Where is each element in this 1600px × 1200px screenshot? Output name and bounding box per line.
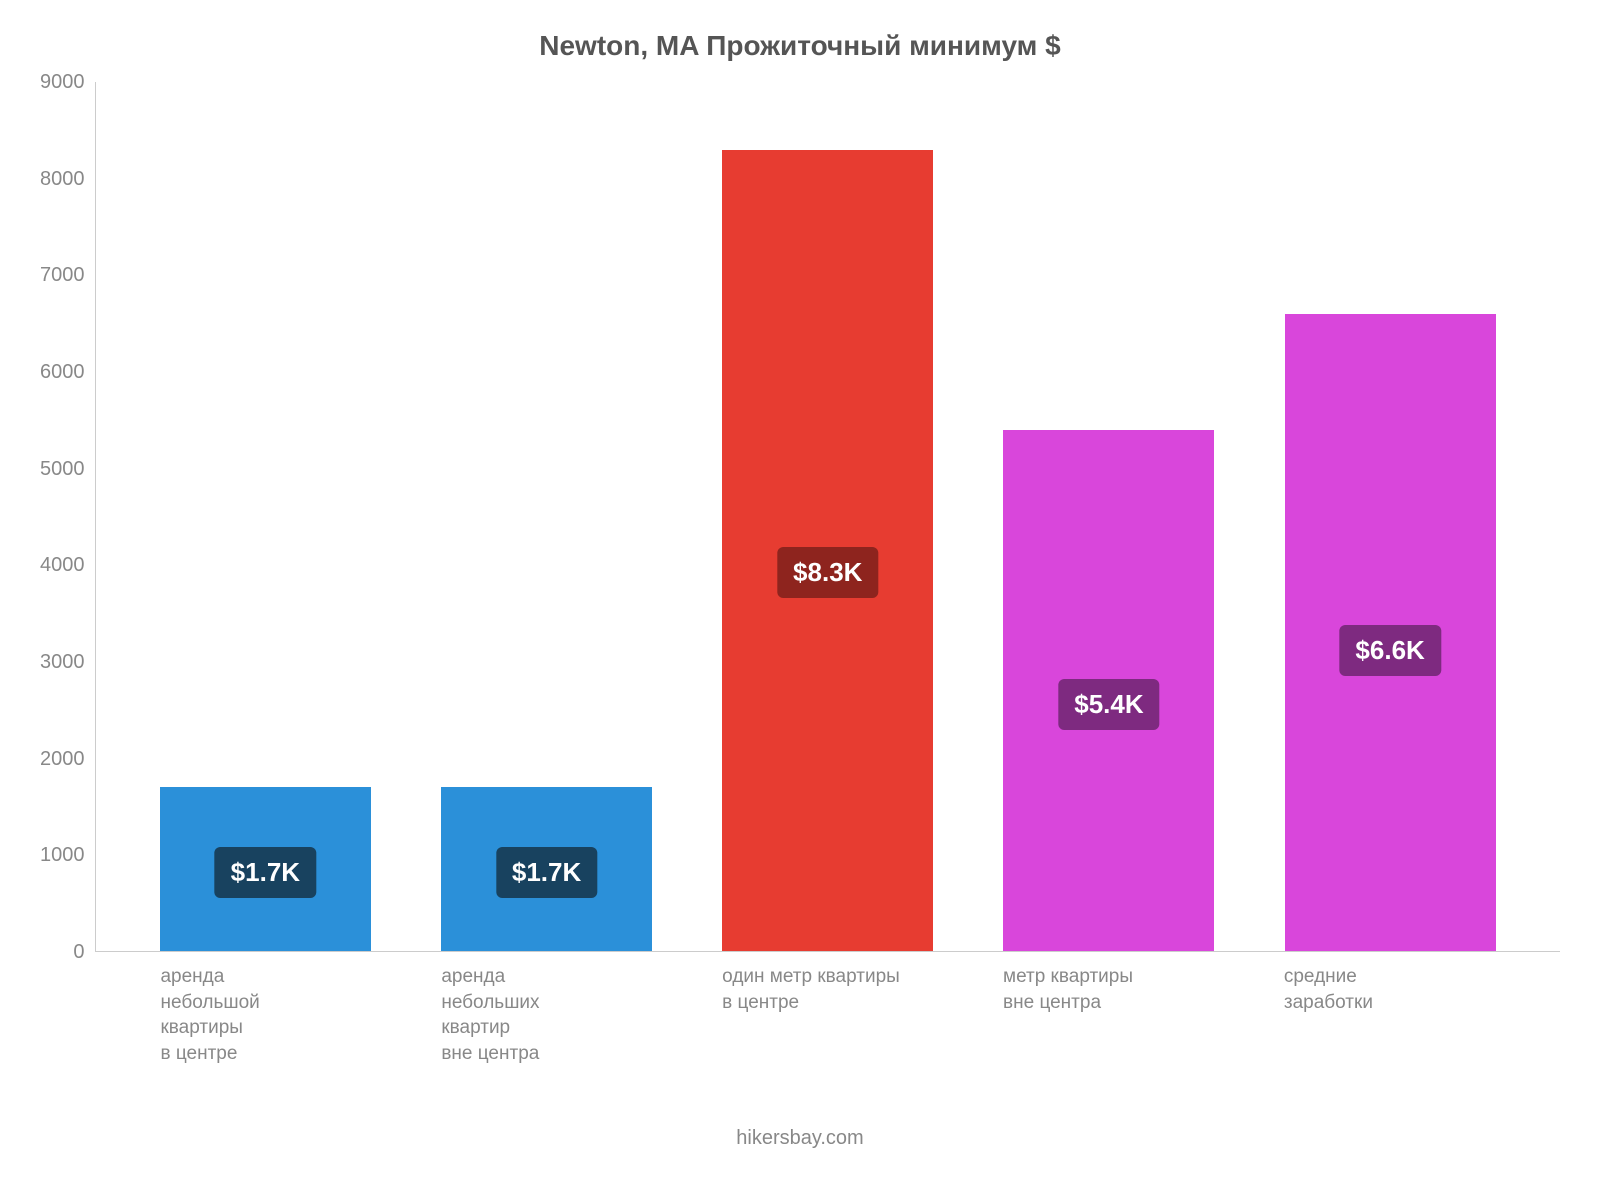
x-label-line: метр квартиры (1003, 964, 1214, 990)
bar-value-label: $8.3K (777, 547, 878, 598)
x-label-line: аренда (160, 964, 371, 990)
x-label-rent-small-center: аренданебольшойквартирыв центре (125, 964, 406, 1067)
bar-value-label: $1.7K (215, 847, 316, 898)
x-axis: аренданебольшойквартирыв центреаренданеб… (95, 964, 1560, 1067)
bar-sqm-outside: $5.4K (1003, 430, 1214, 951)
x-label-line: аренда (441, 964, 652, 990)
x-label-line: в центре (160, 1041, 371, 1067)
plot-area: $1.7K $1.7K $8.3K $5.4K $6.6K (95, 82, 1561, 952)
bar-slot-rent-small-outside: $1.7K (406, 82, 687, 951)
bars-layer: $1.7K $1.7K $8.3K $5.4K $6.6K (96, 82, 1561, 951)
x-label-line: небольшой (160, 990, 371, 1016)
x-label-line: вне центра (1003, 990, 1214, 1016)
bar-slot-sqm-outside: $5.4K (968, 82, 1249, 951)
x-label-line: небольших (441, 990, 652, 1016)
bar-slot-sqm-center: $8.3K (687, 82, 968, 951)
chart-container: Newton, MA Прожиточный минимум $ 9000800… (0, 0, 1600, 1200)
bar-sqm-center: $8.3K (722, 150, 933, 951)
x-label-rent-small-outside: аренданебольшихквартирвне центра (406, 964, 687, 1067)
bar-value-label: $5.4K (1058, 679, 1159, 730)
x-label-line: квартир (441, 1015, 652, 1041)
x-label-line: в центре (722, 990, 933, 1016)
plot-row: 9000800070006000500040003000200010000 $1… (40, 82, 1560, 952)
bar-value-label: $6.6K (1339, 625, 1440, 676)
chart-title: Newton, MA Прожиточный минимум $ (40, 30, 1560, 62)
x-label-sqm-center: один метр квартирыв центре (687, 964, 968, 1067)
bar-value-label: $1.7K (496, 847, 597, 898)
x-label-line: квартиры (160, 1015, 371, 1041)
x-label-line: средние (1284, 964, 1495, 990)
y-axis: 9000800070006000500040003000200010000 (40, 82, 95, 952)
x-label-line: вне центра (441, 1041, 652, 1067)
x-label-avg-salary: средниезаработки (1249, 964, 1530, 1067)
x-label-line: один метр квартиры (722, 964, 933, 990)
x-axis-gutter (40, 952, 95, 1067)
bar-slot-rent-small-center: $1.7K (125, 82, 406, 951)
bar-rent-small-outside: $1.7K (441, 787, 652, 951)
bar-avg-salary: $6.6K (1285, 314, 1496, 951)
chart-footer: hikersbay.com (40, 1127, 1560, 1150)
x-label-sqm-outside: метр квартирывне центра (968, 964, 1249, 1067)
bar-slot-avg-salary: $6.6K (1250, 82, 1531, 951)
x-label-line: заработки (1284, 990, 1495, 1016)
bar-rent-small-center: $1.7K (160, 787, 371, 951)
